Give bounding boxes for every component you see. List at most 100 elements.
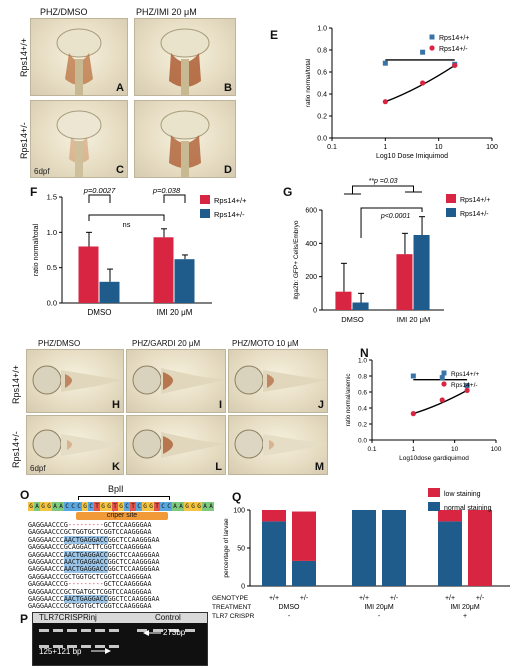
bar-low (262, 510, 286, 522)
reference-base: C (124, 502, 130, 511)
reference-base: A (178, 502, 184, 511)
sequence-base: A (31, 535, 36, 544)
larva-photo: C 6dpf (30, 100, 128, 178)
sequence-base: C (55, 580, 60, 589)
sequence-base: C (51, 602, 56, 611)
reference-base: G (100, 502, 106, 511)
sequence-base: C (119, 543, 124, 552)
sequence-base: A (47, 602, 52, 611)
sequence-base: G (28, 565, 32, 574)
sig-label: p=0.0027 (83, 186, 116, 195)
sequence-base: G (111, 565, 116, 574)
sequence-base: C (99, 550, 104, 559)
reference-base: G (82, 502, 88, 511)
sequence-base: - (75, 580, 80, 589)
sequence-base: - (95, 580, 100, 589)
legend-label: Rps14+/+ (214, 196, 247, 205)
data-point-wt (420, 49, 426, 55)
sequence-base: A (147, 580, 152, 589)
sequence-base: G (91, 535, 96, 544)
data-point-het (420, 80, 426, 86)
y-tick-label: 0.6 (317, 70, 327, 77)
larva-drawing (56, 28, 102, 95)
y-tick-label: 0.0 (317, 136, 327, 143)
sequence-base: T (91, 543, 96, 552)
sig-bracket (163, 194, 186, 203)
sequence-base: A (131, 550, 136, 559)
sequence-base: T (83, 587, 88, 596)
sequence-base: T (111, 528, 116, 537)
sequence-base: G (135, 587, 140, 596)
sequence-base: G (91, 565, 96, 574)
sequence-base: C (55, 565, 60, 574)
data-point-wt (439, 375, 445, 381)
sequence-base: C (59, 535, 64, 544)
sequence-base: G (107, 595, 112, 604)
sequence-base: C (127, 535, 132, 544)
larva-drawing (160, 28, 210, 95)
sequence-base: A (147, 602, 152, 611)
sequence-base: G (39, 572, 44, 581)
sequence-base: C (115, 543, 120, 552)
panel-h-m: PHZ/DMSO PHZ/GARDI 20 μM PHZ/MOTO 10 μM … (10, 335, 340, 475)
larva-drawing (234, 365, 327, 395)
sequence-base: A (47, 528, 52, 537)
sequence-base: - (87, 580, 92, 589)
sequence-base: G (139, 602, 144, 611)
sequence-base: A (83, 595, 88, 604)
sequence-base: G (139, 580, 144, 589)
bar (396, 254, 413, 310)
sequence-base: G (79, 535, 84, 544)
bar-normal (438, 521, 462, 586)
panel-letter: C (116, 164, 124, 176)
sequence-base: A (143, 572, 148, 581)
sequence-base: T (75, 535, 80, 544)
sequence-base: G (135, 528, 140, 537)
sequence-base: C (51, 587, 56, 596)
y-tick-label: 600 (305, 208, 317, 215)
sequence-base: A (47, 587, 52, 596)
sequence-base: G (28, 528, 32, 537)
lane-group-label: Control (155, 613, 181, 622)
sequence-base: G (139, 587, 144, 596)
sequence-base: A (47, 572, 52, 581)
sequence-base: G (87, 550, 92, 559)
sequence-base: C (67, 543, 72, 552)
sequence-base: A (123, 587, 128, 596)
sequence-base: C (71, 535, 76, 544)
reference-base: C (70, 502, 76, 511)
sequence-base: T (111, 572, 116, 581)
sequence-base: G (35, 535, 40, 544)
sequence-base: A (31, 595, 36, 604)
sequence-base: G (107, 602, 112, 611)
reference-base: G (142, 502, 148, 511)
sequence-base: G (35, 595, 40, 604)
x-category-label: IMI 20 μM (157, 308, 193, 317)
sequence-base: A (47, 550, 52, 559)
sequence-base: A (47, 580, 52, 589)
sequence-base: C (115, 565, 120, 574)
sequence-base: G (39, 602, 44, 611)
data-point-het (452, 62, 458, 68)
sequence-base: G (28, 535, 32, 544)
sequence-base: - (83, 580, 88, 589)
sequence-row: GAGGAACCCAACTGAGGACCGGCTCCAAGGGAA (28, 558, 159, 567)
y-tick-label: 0.4 (317, 92, 327, 99)
sequence-base: G (35, 587, 40, 596)
sequence-base: T (111, 521, 116, 529)
sequence-base: T (119, 550, 124, 559)
y-tick-label: 0.8 (317, 48, 327, 55)
sequence-base: A (43, 587, 48, 596)
sequence-base: G (147, 595, 152, 604)
y-tick-label: 0.6 (358, 390, 367, 397)
sequence-base: C (103, 550, 108, 559)
sequence-base: G (39, 595, 44, 604)
sequence-base: A (43, 580, 48, 589)
larva-photo: K 6dpf (26, 415, 124, 475)
sequence-base: C (123, 535, 128, 544)
sequence-base: A (63, 595, 68, 604)
sequence-base: C (127, 565, 132, 574)
reference-base: T (112, 502, 118, 511)
reference-base: G (118, 502, 124, 511)
sequence-base: - (79, 580, 84, 589)
